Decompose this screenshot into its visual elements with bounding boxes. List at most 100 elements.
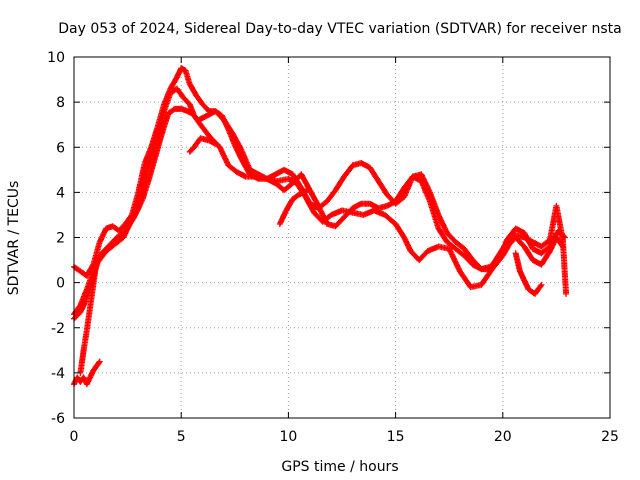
data-point xyxy=(349,205,356,212)
data-point xyxy=(444,239,451,245)
data-point xyxy=(349,162,356,169)
y-tick-label: 10 xyxy=(47,50,65,66)
data-point xyxy=(281,166,288,173)
x-tick-label: 5 xyxy=(177,429,186,445)
data-point xyxy=(444,230,451,236)
data-point xyxy=(358,160,365,166)
data-point xyxy=(92,266,99,273)
data-point xyxy=(529,239,536,245)
series-track-h xyxy=(512,250,545,297)
data-point xyxy=(195,117,202,124)
data-point xyxy=(90,281,97,288)
data-point xyxy=(392,200,399,207)
data-point xyxy=(521,243,528,250)
data-point xyxy=(148,144,155,151)
data-point xyxy=(276,221,283,227)
data-point xyxy=(96,239,103,245)
data-point xyxy=(93,363,100,370)
data-point xyxy=(87,374,94,381)
data-point xyxy=(74,374,81,381)
y-tick-label: 4 xyxy=(56,185,65,201)
data-point xyxy=(171,105,178,112)
data-point xyxy=(435,211,442,218)
data-point xyxy=(105,243,112,250)
data-point xyxy=(83,272,90,279)
data-point xyxy=(296,191,303,198)
data-point xyxy=(298,171,305,178)
data-point xyxy=(158,130,165,137)
data-point xyxy=(246,171,253,178)
data-point xyxy=(186,101,193,108)
data-point xyxy=(424,248,431,254)
data-point xyxy=(96,358,103,365)
data-point xyxy=(212,108,219,115)
data-point xyxy=(418,171,425,178)
data-point xyxy=(409,173,416,180)
data-point xyxy=(517,268,523,275)
data-point xyxy=(203,112,210,119)
y-axis-title: SDTVAR / TECUs xyxy=(6,181,22,296)
data-point xyxy=(341,173,348,180)
data-point xyxy=(512,225,519,232)
data-point xyxy=(193,92,200,99)
data-point xyxy=(486,266,493,273)
data-point xyxy=(197,121,204,128)
data-point xyxy=(87,304,94,311)
x-tick-label: 20 xyxy=(494,429,512,445)
data-point xyxy=(547,236,553,243)
data-point xyxy=(538,250,545,257)
data-point xyxy=(238,155,245,162)
series-track-g xyxy=(276,187,311,227)
y-tick-label: -4 xyxy=(51,366,65,382)
data-point xyxy=(188,110,195,117)
data-point xyxy=(116,227,122,234)
data-point xyxy=(298,184,305,191)
data-point xyxy=(214,142,221,148)
data-point xyxy=(122,221,129,227)
x-tick-label: 25 xyxy=(601,429,619,445)
data-point xyxy=(384,202,390,209)
data-point xyxy=(435,225,442,232)
data-point xyxy=(512,232,519,239)
data-point xyxy=(80,347,87,354)
axis-ticks: 0 5 10 15 20 25 -6 -4 -2 0 2 4 6 8 10 xyxy=(47,50,619,445)
data-point xyxy=(512,250,519,257)
data-point xyxy=(128,211,135,218)
data-point xyxy=(341,214,348,221)
y-tick-label: 0 xyxy=(56,276,65,292)
data-point xyxy=(90,261,97,268)
data-point xyxy=(452,245,459,252)
data-point xyxy=(407,248,414,254)
data-point xyxy=(80,374,87,381)
data-point xyxy=(281,187,288,194)
series-track-d xyxy=(71,358,103,388)
data-point xyxy=(315,205,322,212)
data-point xyxy=(289,180,296,187)
data-point xyxy=(146,175,152,182)
data-point xyxy=(478,266,485,273)
y-tick-label: 2 xyxy=(56,231,65,247)
data-point xyxy=(178,65,185,72)
data-point xyxy=(426,189,433,196)
chart-title: Day 053 of 2024, Sidereal Day-to-day VTE… xyxy=(58,21,621,37)
data-point xyxy=(553,202,560,209)
data-point xyxy=(532,290,538,297)
data-point xyxy=(206,137,213,144)
data-point xyxy=(231,142,238,148)
data-point xyxy=(366,200,373,207)
data-point xyxy=(306,200,313,207)
data-point xyxy=(199,101,206,108)
data-point xyxy=(103,225,110,232)
data-point xyxy=(139,196,146,203)
data-point xyxy=(521,234,528,241)
data-point xyxy=(435,243,442,250)
data-point xyxy=(547,243,553,250)
data-point xyxy=(173,85,180,92)
data-point xyxy=(272,171,279,178)
data-point xyxy=(182,67,189,74)
x-axis-title: GPS time / hours xyxy=(281,459,398,475)
data-point xyxy=(152,153,159,160)
data-point xyxy=(83,327,90,333)
x-tick-label: 0 xyxy=(70,429,79,445)
